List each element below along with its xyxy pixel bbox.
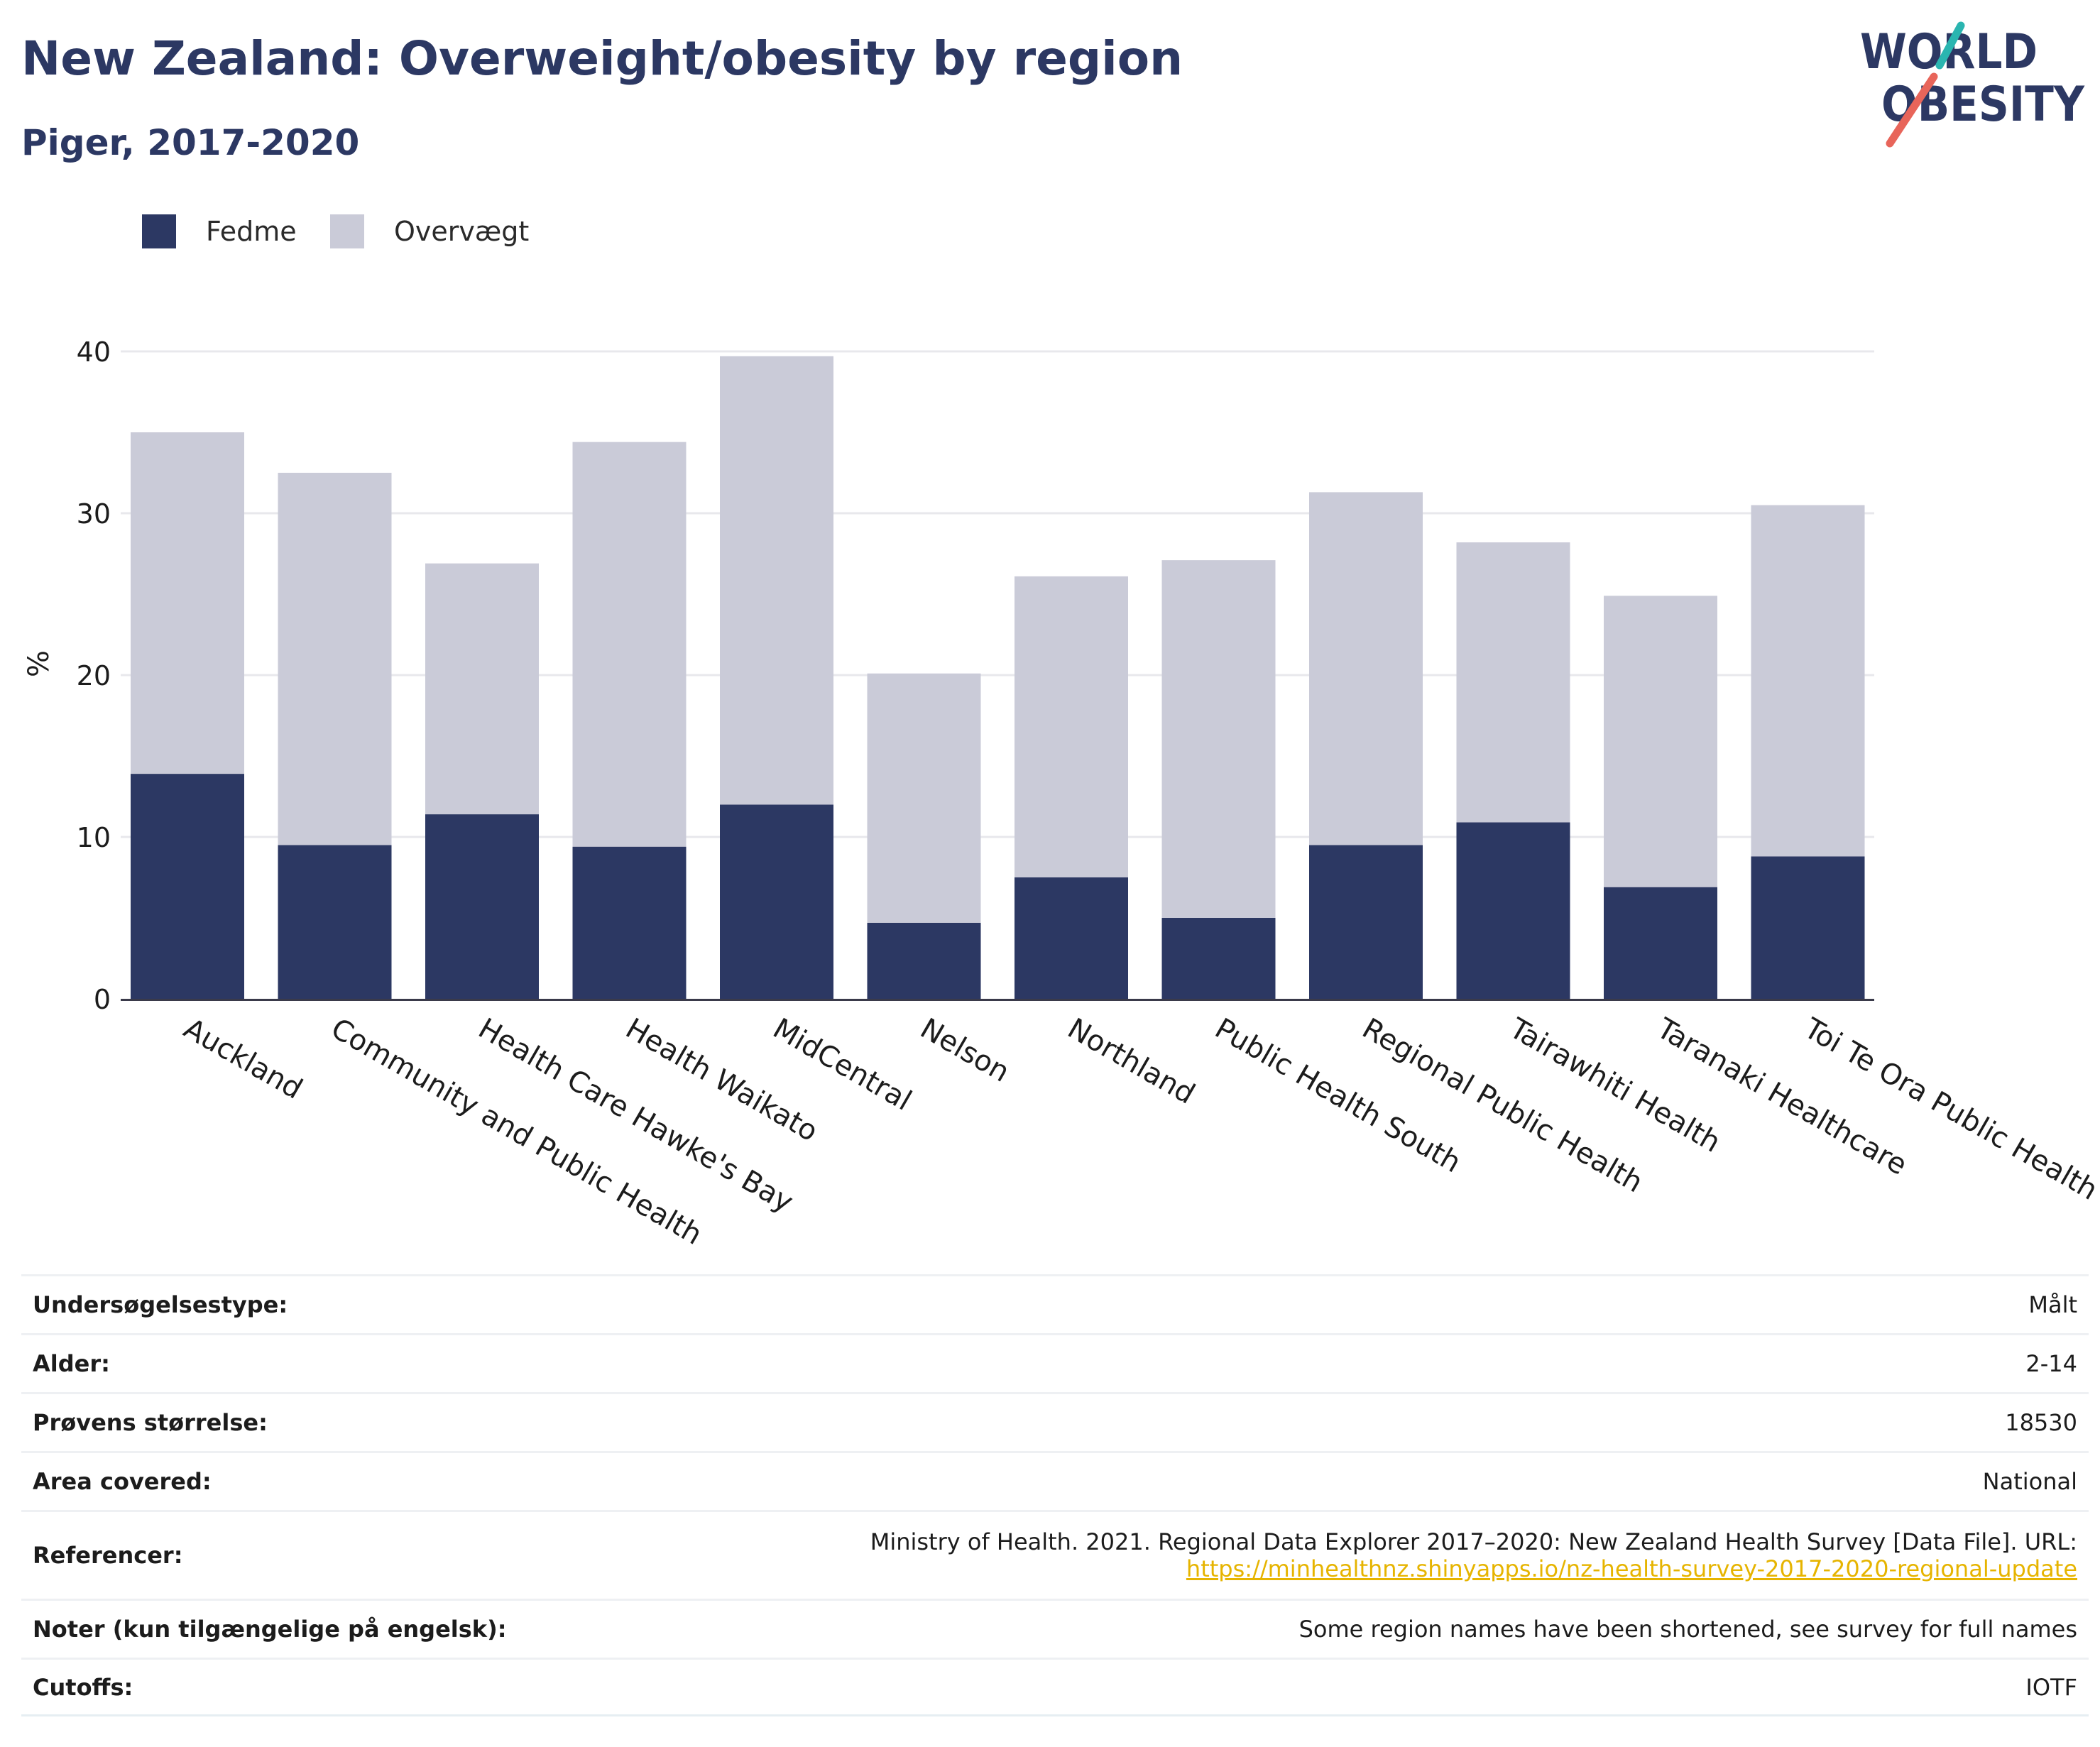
logo-slash-coral bbox=[1886, 72, 1938, 148]
bar-fedme[interactable] bbox=[572, 846, 687, 999]
meta-label: Cutoffs: bbox=[33, 1673, 133, 1701]
meta-value: National bbox=[1982, 1468, 2077, 1495]
x-tick-label: Nelson bbox=[915, 1012, 1015, 1089]
meta-value: Some region names have been shortened, s… bbox=[1298, 1616, 2077, 1643]
chart-subtitle: Piger, 2017-2020 bbox=[21, 122, 360, 163]
meta-row: Alder: 2-14 bbox=[21, 1333, 2089, 1392]
bar-fedme[interactable] bbox=[1309, 845, 1423, 999]
x-tick-label: Public Health South bbox=[1210, 1012, 1467, 1180]
meta-row: Referencer: Ministry of Health. 2021. Reg… bbox=[21, 1510, 2089, 1599]
x-tick-label: Northland bbox=[1062, 1012, 1201, 1111]
bar-overvaegt[interactable] bbox=[1604, 596, 1717, 887]
meta-value: 18530 bbox=[2005, 1409, 2077, 1436]
legend-item-overvaegt[interactable]: Overvægt bbox=[330, 210, 529, 253]
y-axis: 0 10 20 30 40 bbox=[77, 336, 111, 1015]
y-tick-label: 0 bbox=[94, 984, 111, 1015]
world-obesity-logo: WORLD OBESITY bbox=[1860, 21, 2085, 148]
x-axis: Auckland Community and Public HealthHealt… bbox=[121, 999, 2100, 1249]
bar-overvaegt[interactable] bbox=[867, 673, 981, 923]
meta-row: Area covered: National bbox=[21, 1451, 2089, 1510]
legend-item-fedme[interactable]: Fedme bbox=[142, 210, 297, 253]
reference-text: Ministry of Health. 2021. Regional Data … bbox=[870, 1528, 2077, 1555]
bar-overvaegt[interactable] bbox=[278, 473, 392, 845]
meta-row: Prøvens størrelse: 18530 bbox=[21, 1392, 2089, 1451]
bar-fedme[interactable] bbox=[425, 814, 539, 999]
gridlines bbox=[121, 350, 1874, 838]
survey-details-table: Undersøgelsestype: Målt Alder: 2-14 Prøvens … bbox=[21, 1274, 2089, 1716]
y-tick-label: 10 bbox=[77, 822, 111, 853]
meta-label: Noter (kun tilgængelige på engelsk): bbox=[33, 1616, 507, 1643]
meta-value: IOTF bbox=[2025, 1673, 2077, 1701]
bar-overvaegt[interactable] bbox=[131, 432, 244, 774]
meta-label: Alder: bbox=[33, 1350, 110, 1377]
bar-overvaegt[interactable] bbox=[1015, 576, 1128, 877]
bar-overvaegt[interactable] bbox=[1309, 492, 1423, 845]
y-tick-label: 30 bbox=[77, 498, 111, 530]
bar-fedme[interactable] bbox=[867, 922, 981, 999]
bar-overvaegt[interactable] bbox=[572, 442, 687, 847]
bar-fedme[interactable] bbox=[1456, 822, 1570, 999]
legend-label-overvaegt: Overvægt bbox=[394, 216, 530, 247]
meta-label: Area covered: bbox=[33, 1468, 212, 1495]
meta-value: Målt bbox=[2028, 1291, 2077, 1318]
meta-value: 2-14 bbox=[2025, 1350, 2077, 1377]
meta-label: Undersøgelsestype: bbox=[33, 1291, 288, 1318]
bar-overvaegt[interactable] bbox=[1751, 505, 1865, 857]
bar-chart: 0 10 20 30 40 Auckland Community and Public H… bbox=[23, 336, 2100, 1249]
meta-row: Cutoffs: IOTF bbox=[21, 1658, 2089, 1716]
bar-overvaegt[interactable] bbox=[1456, 542, 1570, 823]
y-tick-label: 20 bbox=[77, 660, 111, 691]
chart-title: New Zealand: Overweight/obesity by regio… bbox=[21, 31, 1183, 86]
meta-value: Ministry of Health. 2021. Regional Data … bbox=[870, 1528, 2077, 1582]
x-tick-label: Toi Te Ora Public Health bbox=[1798, 1012, 2100, 1207]
meta-label: Prøvens størrelse: bbox=[33, 1409, 268, 1436]
x-tick-label: Regional Public Health bbox=[1357, 1012, 1648, 1200]
logo-slash-teal bbox=[1935, 21, 1965, 70]
bars bbox=[131, 356, 1865, 999]
bar-overvaegt[interactable] bbox=[1161, 560, 1276, 918]
bar-fedme[interactable] bbox=[1751, 856, 1865, 999]
bar-fedme[interactable] bbox=[1015, 877, 1128, 999]
bar-fedme[interactable] bbox=[131, 774, 244, 999]
bar-fedme[interactable] bbox=[278, 845, 392, 999]
meta-label: Referencer: bbox=[33, 1542, 183, 1569]
bar-fedme[interactable] bbox=[720, 804, 833, 999]
legend-swatch-overvaegt bbox=[330, 214, 364, 248]
legend-label-fedme: Fedme bbox=[206, 216, 297, 247]
y-tick-label: 40 bbox=[77, 336, 111, 368]
x-tick-label: Taranaki Healthcare bbox=[1651, 1012, 1913, 1181]
meta-row: Undersøgelsestype: Målt bbox=[21, 1274, 2089, 1333]
y-axis-label: % bbox=[23, 650, 55, 677]
bar-fedme[interactable] bbox=[1604, 887, 1717, 999]
meta-row: Noter (kun tilgængelige på engelsk): Some… bbox=[21, 1599, 2089, 1658]
bar-overvaegt[interactable] bbox=[720, 356, 833, 805]
x-tick-label: Auckland bbox=[178, 1012, 308, 1106]
bar-fedme[interactable] bbox=[1161, 918, 1276, 999]
legend-swatch-fedme bbox=[142, 214, 176, 248]
bar-overvaegt[interactable] bbox=[425, 563, 539, 815]
reference-link[interactable]: https://minhealthnz.shinyapps.io/nz-heal… bbox=[1186, 1555, 2077, 1582]
